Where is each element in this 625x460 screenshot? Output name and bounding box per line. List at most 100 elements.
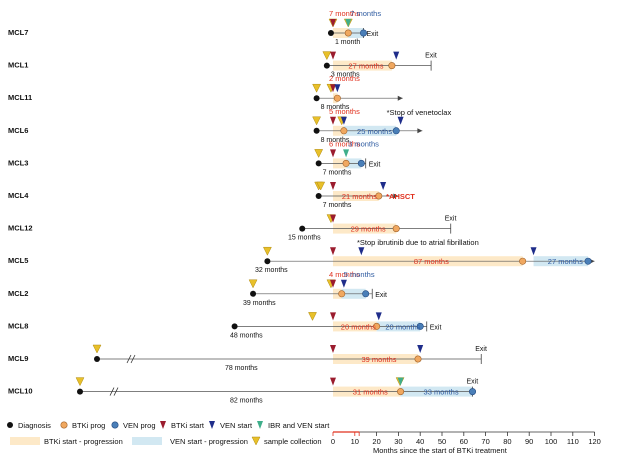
patient-row-mcl8: MCL8 Exit 48 months [8,321,441,339]
x-tick-label: 0 [331,437,335,446]
ven-progression-marker [469,388,477,396]
btki-start-marker [330,19,336,27]
ven-start-marker [375,312,382,321]
ven-duration-label: 20 months [385,322,420,331]
btki-duration-label: 7 months [329,9,360,18]
sample-collection-marker [322,51,332,61]
diagnosis-duration: 3 months [331,72,360,79]
exit-label: Exit [475,346,487,353]
sample-collection-marker [262,246,272,256]
btki-progression-marker [414,355,422,363]
ven-duration-label: 5 months [344,270,375,279]
legend-diagnosis-marker [7,422,13,428]
btki-duration-label: 87 months [414,257,449,266]
patient-label: MCL12 [8,224,33,233]
ven-start-marker [393,51,400,60]
x-tick-label: 10 [351,437,359,446]
axis-break-mark [130,354,136,364]
ven-start-marker [358,247,365,256]
ven-progression-marker [357,159,365,167]
diagnosis-marker [327,30,334,36]
exit-label: Exit [430,324,442,331]
btki-progression-marker [392,225,400,233]
diagnosis-duration: 78 months [225,365,258,372]
btki-start-marker [330,214,336,223]
patient-row-mcl6: MCL6 8 months [8,125,423,144]
diagnosis-marker [323,62,330,69]
legend-ven-start-label: VEN start [220,421,253,430]
x-tick-label: 120 [588,437,601,446]
btki-progression-marker [519,257,527,265]
event-note: *AHSCT [386,192,415,201]
ven-start-marker [417,345,424,353]
x-tick-label: 50 [438,437,446,446]
btki-start-marker [330,51,336,60]
sample-collection-marker [316,181,326,191]
sample-collection-marker [308,312,317,321]
x-axis-title: Months since the start of BTKi treatment [373,446,508,455]
arrow-head [397,95,403,101]
legend-sample-label: sample collection [264,437,322,446]
patient-row-mcl12: MCL12 Exit 15 months [8,216,456,242]
diagnosis-marker [250,290,257,297]
patient-row-mcl1: MCL1 Exit 3 months [8,53,437,79]
btki-start-marker [330,312,336,321]
diagnosis-duration: 48 months [230,332,263,339]
exit-label: Exit [467,379,479,386]
diagnosis-marker [315,193,322,199]
legend-btki-bar-swatch [10,437,40,445]
exit-label: Exit [375,292,387,299]
legend-ven-prog-label: VEN prog [123,421,156,430]
diagnosis-marker [299,225,306,232]
btki-start-marker [330,247,336,256]
legend-diagnosis-label: Diagnosis [18,421,51,430]
ven-duration-label: 25 months [357,127,392,136]
btki-duration-label: 2 months [329,74,360,83]
patient-label: MCL2 [8,289,28,298]
btki-duration-label: 31 months [353,388,388,397]
patient-label: MCL1 [8,61,28,70]
btki-progression-marker [375,192,383,200]
axis-break-mark [113,387,119,396]
exit-label: Exit [369,161,381,168]
btki-progression-marker [397,388,405,396]
ven-start-marker [397,116,404,125]
x-tick-label: 100 [545,437,558,446]
patient-label: MCL10 [8,387,33,396]
btki-progression-marker [344,29,352,37]
ven-start-marker [340,116,347,125]
diagnosis-duration: 1 month [335,39,360,46]
legend-ibr-ven-start-label: IBR and VEN start [268,421,330,430]
x-tick-label: 80 [503,437,511,446]
x-tick-label: 40 [416,437,424,446]
x-tick-label: 60 [460,437,468,446]
diagnosis-duration: 15 months [288,235,321,242]
patient-label: MCL7 [8,28,28,37]
ven-progression-marker [362,290,370,298]
btki-start-marker [330,377,336,386]
btki-duration-label: 27 months [348,62,383,71]
legend-ven-bar-swatch [132,437,162,445]
diagnosis-duration: 8 months [321,104,350,111]
ven-progression-marker [360,29,368,37]
exit-label: Exit [367,31,379,38]
legend-ven-prog-marker [111,421,119,429]
btki-start-marker [330,279,336,288]
btki-duration-label: 6 months [329,139,360,148]
legend-ven-start-marker [209,421,215,429]
patient-row-mcl7: MCL7 Exit 1 month [8,28,378,46]
btki-start-marker [330,345,336,353]
diagnosis-marker [231,323,238,330]
x-tick-label: 30 [394,437,402,446]
patient-label: MCL11 [8,93,32,102]
btki-progression-marker [338,290,346,298]
ven-start-marker [340,279,347,288]
patient-label: MCL8 [8,321,28,330]
ven-progression-marker [392,127,400,135]
legend-sample-marker [251,436,261,446]
ibr-ven-start-marker [397,377,404,386]
sample-collection-marker [312,83,322,93]
legend-btki-bar-label: BTKi start - progression [44,437,123,446]
btki-start-marker [330,182,336,190]
